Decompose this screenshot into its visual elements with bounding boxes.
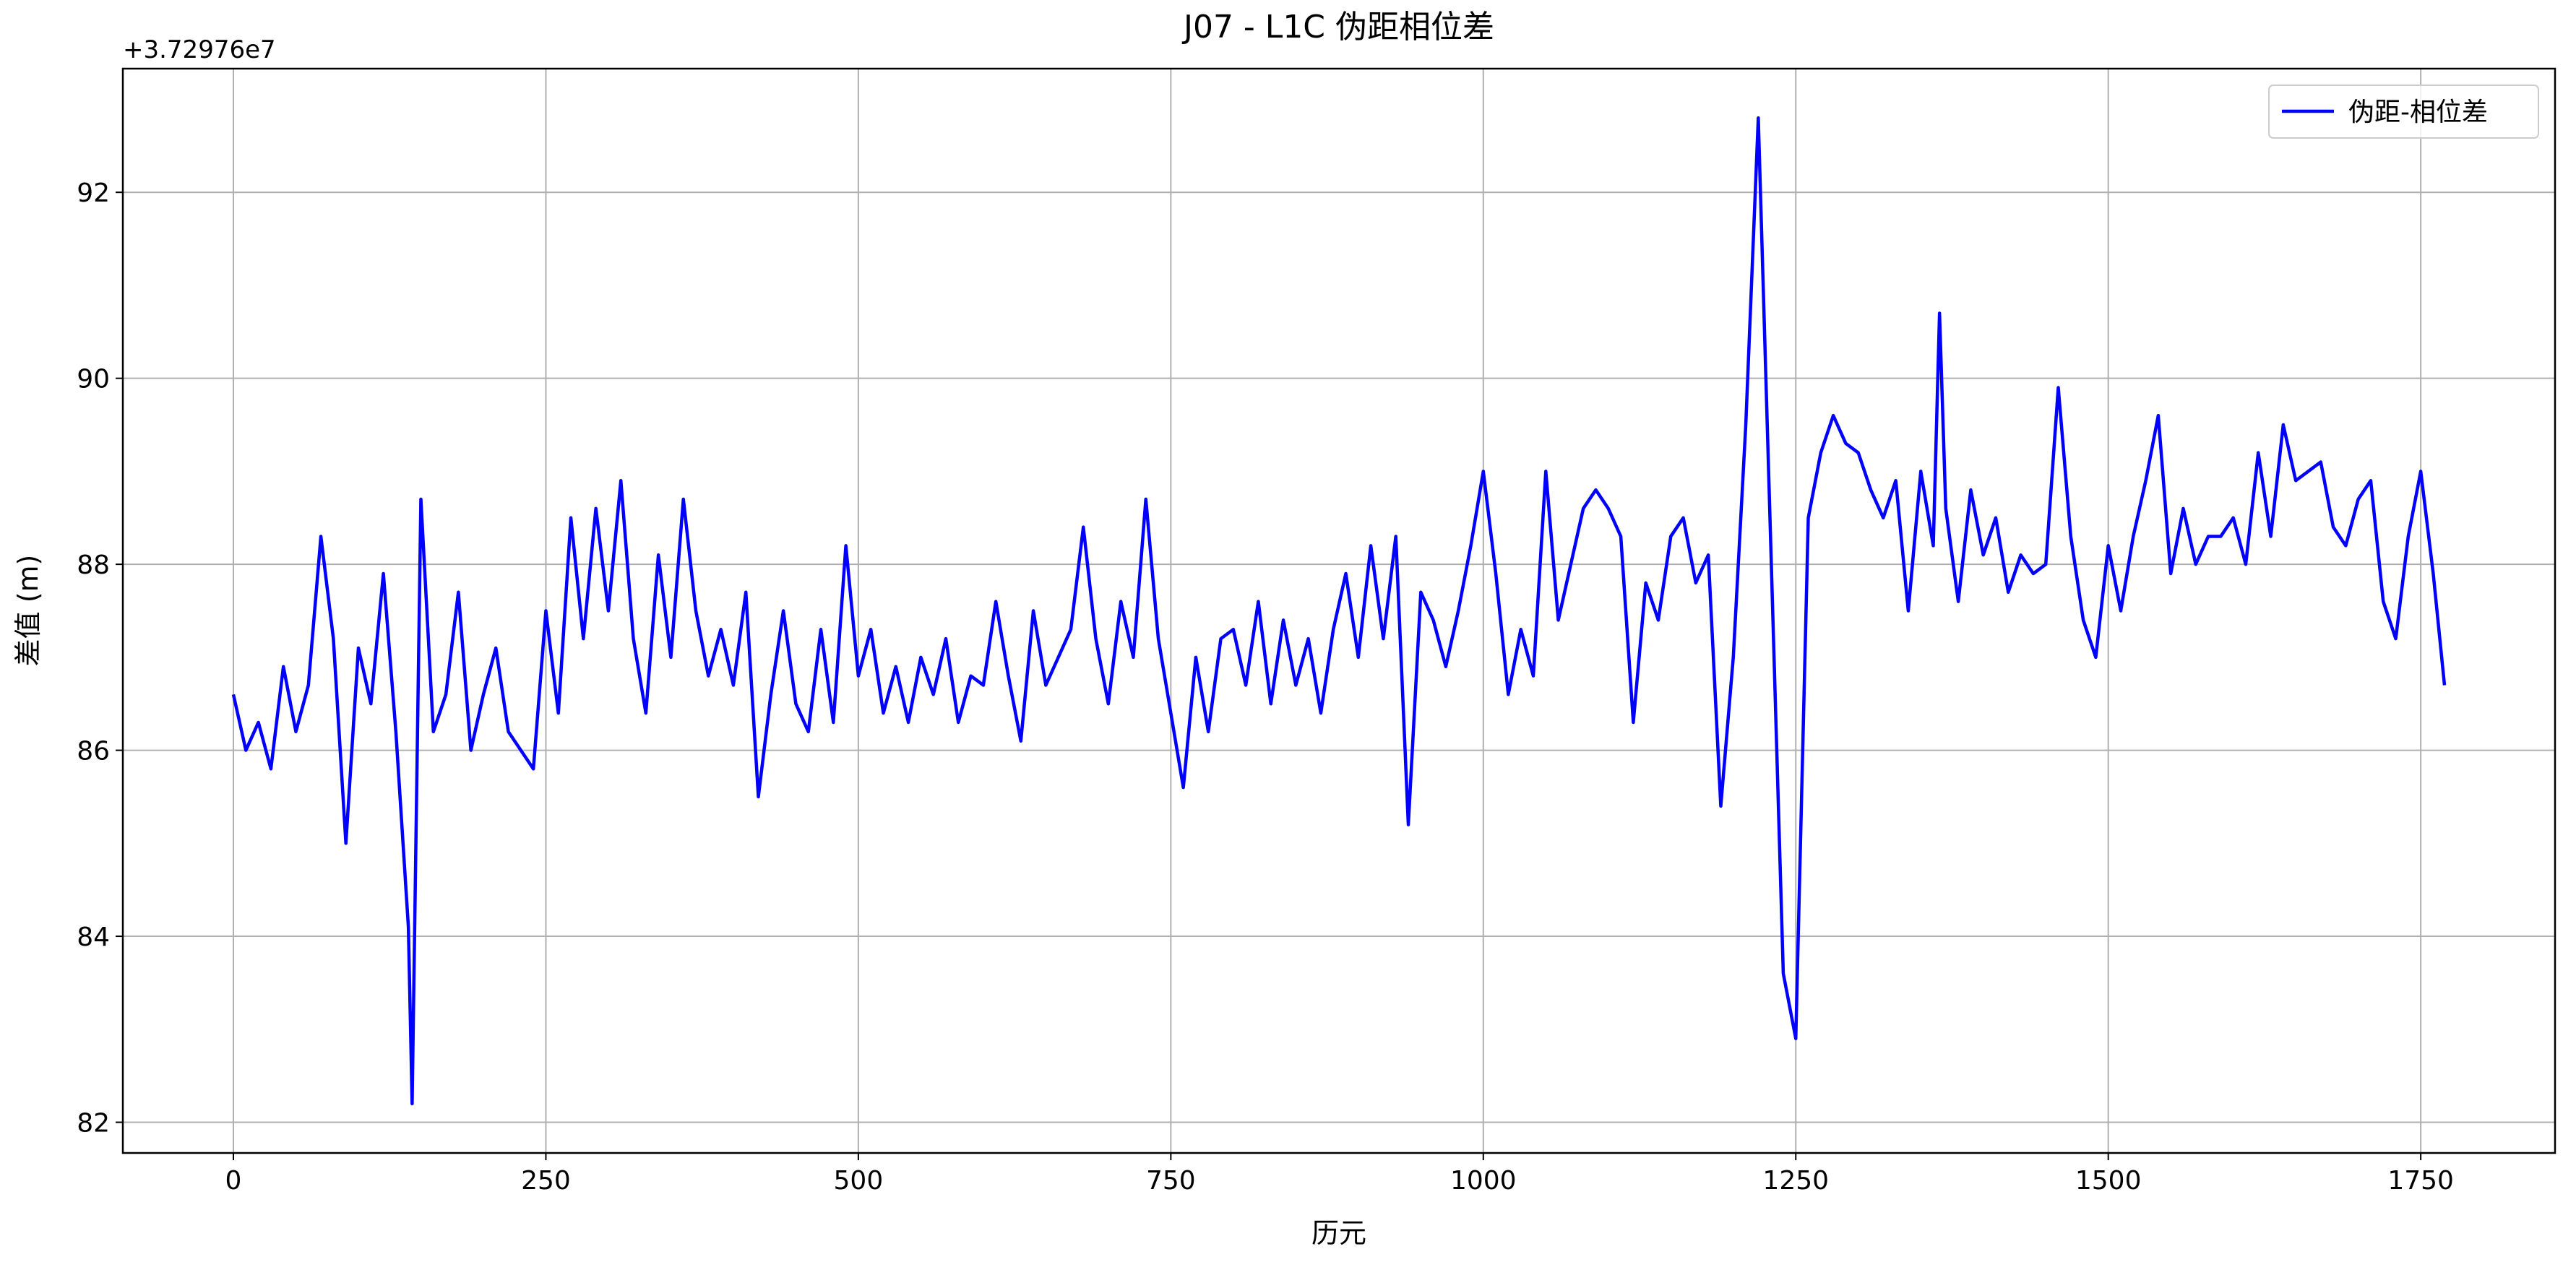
x-tick-label: 0 [225, 1166, 242, 1196]
y-tick-label: 92 [77, 178, 110, 208]
y-tick-label: 88 [77, 550, 110, 580]
y-tick-label: 84 [77, 923, 110, 952]
y-tick-label: 82 [77, 1109, 110, 1139]
x-tick-label: 1750 [2387, 1166, 2454, 1196]
x-tick-label: 750 [1146, 1166, 1196, 1196]
y-tick-label: 86 [77, 737, 110, 766]
x-axis-label: 历元 [1311, 1217, 1366, 1249]
y-tick-label: 90 [77, 365, 110, 394]
x-tick-label: 250 [521, 1166, 571, 1196]
data-line [231, 116, 2447, 1106]
x-tick-label: 1000 [1450, 1166, 1517, 1196]
legend-box [2268, 85, 2539, 139]
x-tick-label: 500 [834, 1166, 884, 1196]
chart-title: J07 - L1C 伪距相位差 [1181, 9, 1494, 46]
legend-label: 伪距-相位差 [2348, 98, 2488, 127]
plot-frame [121, 67, 2556, 1154]
y-axis-label: 差值 (m) [12, 555, 44, 667]
offset-text: +3.72976e7 [123, 35, 276, 64]
x-tick-label: 1250 [1762, 1166, 1829, 1196]
x-tick-label: 1500 [2075, 1166, 2142, 1196]
